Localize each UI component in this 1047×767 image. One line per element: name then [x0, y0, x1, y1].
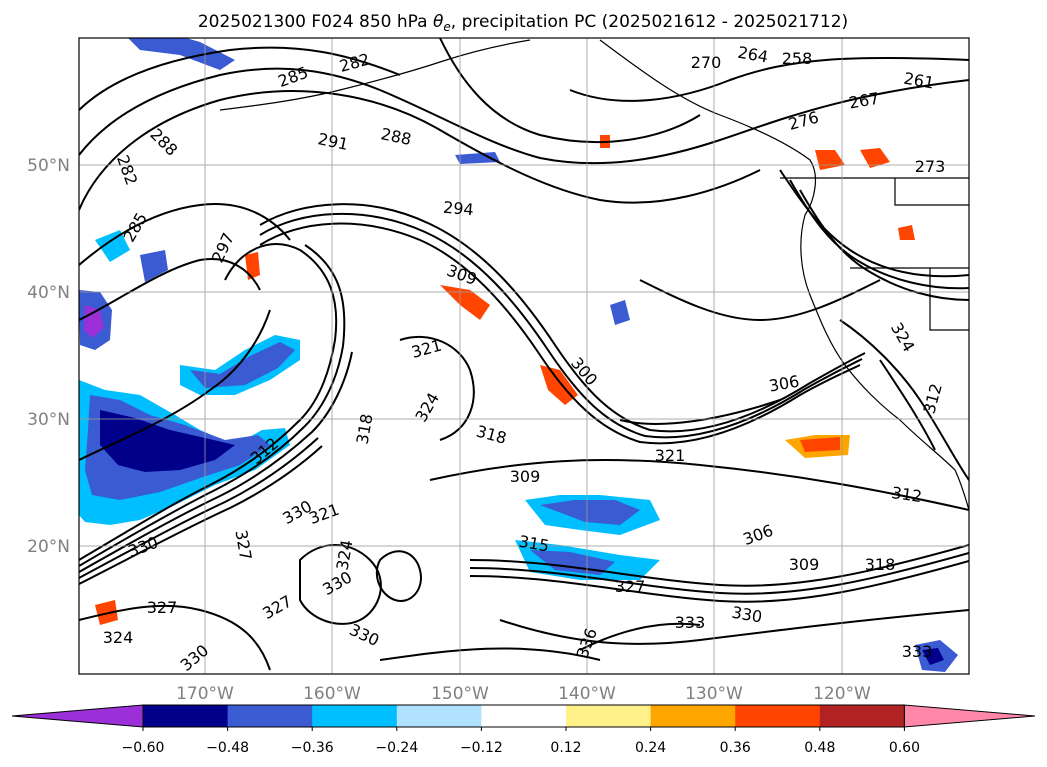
contour-label: 318 — [865, 555, 896, 574]
theta-e-contours — [79, 38, 969, 671]
lon-label: 170°W — [176, 684, 234, 704]
colorbar-segment — [819, 705, 905, 727]
colorbar-outline — [142, 704, 905, 728]
colorbar-tick-label: 0.48 — [804, 740, 835, 756]
colorbar-segment — [735, 705, 821, 727]
contour-label: 294 — [442, 198, 474, 220]
lat-label: 20°N — [27, 537, 70, 557]
lon-label: 120°W — [813, 684, 871, 704]
contour-label: 273 — [915, 157, 946, 176]
colorbar-extend-max — [903, 704, 1036, 728]
colorbar-tick-label: 0.24 — [635, 740, 666, 756]
gridlines — [79, 38, 969, 674]
colorbar-tick-label: −0.12 — [460, 740, 503, 756]
colorbar-tick-label: 0.60 — [889, 740, 920, 756]
colorbar-tick-label: 0.36 — [720, 740, 751, 756]
contour-label: 270 — [691, 53, 722, 72]
contour-label: 327 — [147, 598, 178, 617]
colorbar-segment — [566, 705, 652, 727]
contour-label: 312 — [890, 483, 923, 506]
lat-label: 40°N — [27, 283, 70, 303]
contour-label: 333 — [902, 642, 933, 661]
lon-label: 140°W — [558, 684, 616, 704]
colorbar-tick-label: −0.36 — [291, 740, 334, 756]
contour-label: 327 — [615, 577, 646, 596]
lon-label: 130°W — [685, 684, 743, 704]
colorbar-segment — [396, 705, 482, 727]
colorbar: −0.60 −0.48 −0.36 −0.24 −0.12 0.12 0.24 0.36 0.4… — [11, 704, 1036, 756]
longitude-labels: 170°W 160°W 150°W 140°W 130°W 120°W — [176, 684, 871, 704]
colorbar-segment — [650, 705, 736, 727]
contour-label: 324 — [103, 628, 134, 647]
colorbar-tick-label: −0.60 — [122, 740, 165, 756]
coastlines — [219, 39, 969, 511]
contour-label: 333 — [675, 613, 706, 632]
figure-title: 2025021300 F024 850 hPa θe, precipitatio… — [198, 12, 848, 34]
contour-label: 321 — [655, 446, 686, 465]
map-panel: 285 282 264 258 270 261 267 276 273 288 … — [78, 37, 970, 675]
colorbar-segment — [312, 705, 398, 727]
lat-label: 50°N — [27, 156, 70, 176]
colorbar-extend-min — [11, 704, 144, 728]
contour-label: 309 — [789, 555, 820, 574]
lon-label: 150°W — [431, 684, 489, 704]
colorbar-segment — [143, 705, 229, 727]
lat-label: 30°N — [27, 410, 70, 430]
lon-label: 160°W — [303, 684, 361, 704]
contour-label: 309 — [510, 467, 541, 486]
colorbar-tick-label: −0.48 — [206, 740, 249, 756]
colorbar-segment — [481, 705, 567, 727]
colorbar-tick-label: 0.12 — [550, 740, 581, 756]
map-frame — [78, 37, 970, 675]
map-background — [79, 38, 969, 674]
latitude-labels: 50°N 40°N 30°N 20°N — [27, 156, 70, 557]
colorbar-tick-label: −0.24 — [375, 740, 418, 756]
colorbar-segment — [227, 705, 313, 727]
contour-label: 258 — [782, 49, 813, 68]
